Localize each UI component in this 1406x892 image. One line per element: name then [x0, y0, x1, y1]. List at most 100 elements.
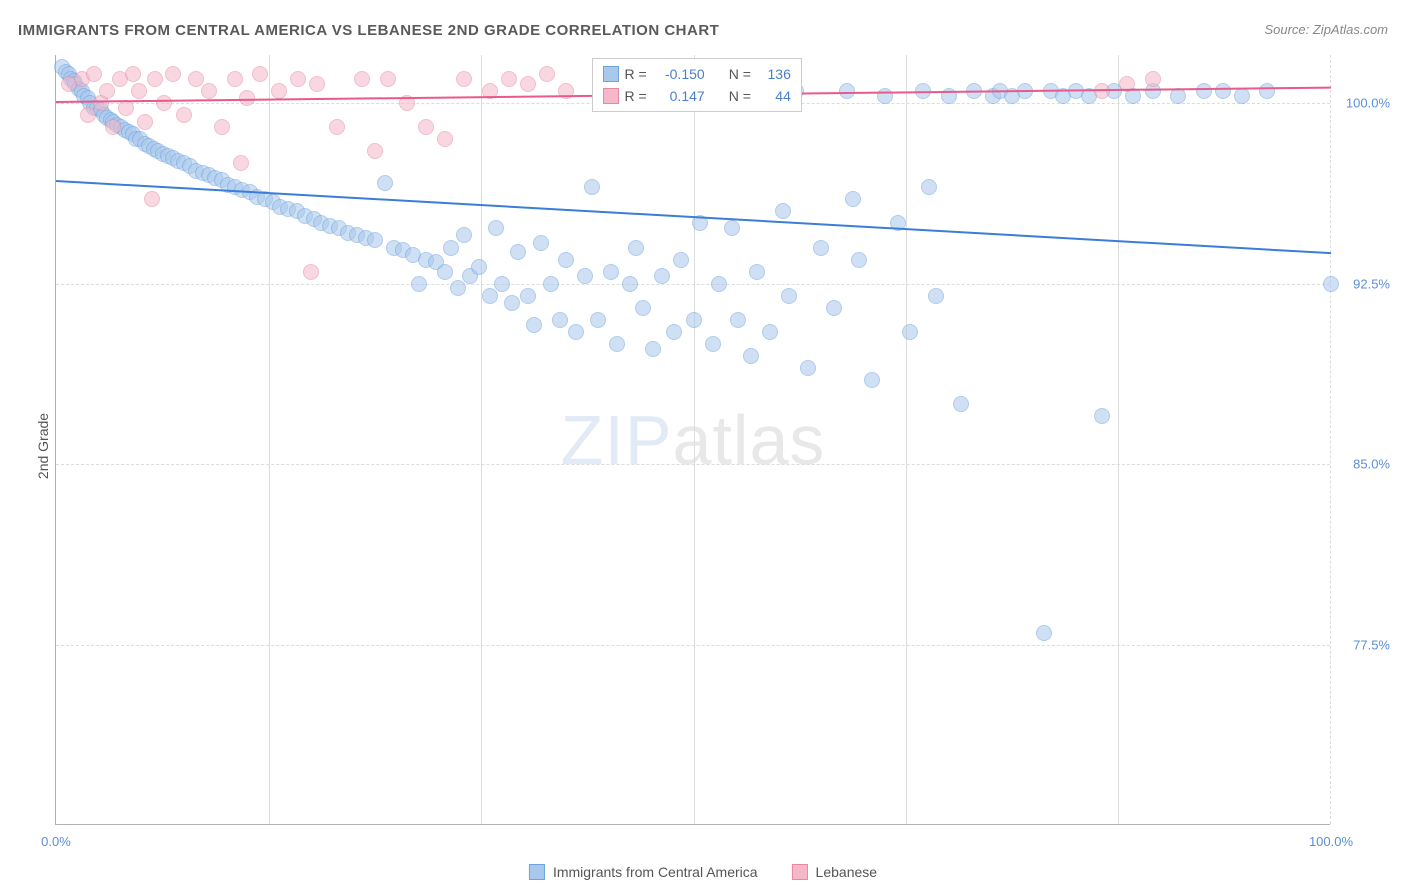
data-point-central_america	[800, 360, 816, 376]
stats-swatch	[603, 66, 619, 82]
data-point-central_america	[877, 88, 893, 104]
data-point-central_america	[450, 280, 466, 296]
watermark-bold: ZIP	[561, 401, 673, 479]
data-point-lebanese	[131, 83, 147, 99]
data-point-lebanese	[176, 107, 192, 123]
data-point-central_america	[749, 264, 765, 280]
data-point-central_america	[510, 244, 526, 260]
data-point-central_america	[711, 276, 727, 292]
x-tick-label: 0.0%	[41, 834, 71, 849]
data-point-central_america	[543, 276, 559, 292]
data-point-central_america	[851, 252, 867, 268]
data-point-central_america	[953, 396, 969, 412]
data-point-lebanese	[271, 83, 287, 99]
data-point-central_america	[826, 300, 842, 316]
legend-label-series2: Lebanese	[816, 864, 878, 880]
data-point-central_america	[813, 240, 829, 256]
data-point-central_america	[504, 295, 520, 311]
y-axis-label: 2nd Grade	[35, 413, 51, 479]
data-point-lebanese	[456, 71, 472, 87]
scatter-plot-area: ZIPatlas 100.0%92.5%85.0%77.5%0.0%100.0%…	[55, 55, 1330, 825]
data-point-lebanese	[539, 66, 555, 82]
data-point-central_america	[1215, 83, 1231, 99]
data-point-central_america	[609, 336, 625, 352]
stats-n-label: N =	[729, 85, 751, 107]
data-point-lebanese	[118, 100, 134, 116]
data-point-lebanese	[501, 71, 517, 87]
gridline-vertical	[906, 55, 907, 824]
data-point-central_america	[482, 288, 498, 304]
data-point-central_america	[628, 240, 644, 256]
correlation-stats-box: R =-0.150N =136R =0.147N =44	[592, 58, 802, 112]
data-point-central_america	[437, 264, 453, 280]
data-point-central_america	[654, 268, 670, 284]
data-point-central_america	[488, 220, 504, 236]
data-point-central_america	[724, 220, 740, 236]
data-point-central_america	[526, 317, 542, 333]
data-point-central_america	[603, 264, 619, 280]
data-point-central_america	[577, 268, 593, 284]
stats-r-label: R =	[625, 63, 647, 85]
stats-n-value: 136	[757, 63, 791, 85]
legend-bottom: Immigrants from Central America Lebanese	[529, 864, 877, 880]
stats-row-central_america: R =-0.150N =136	[603, 63, 791, 85]
y-tick-label: 100.0%	[1346, 96, 1390, 111]
stats-r-label: R =	[625, 85, 647, 107]
plot-right-edge	[1330, 55, 1331, 824]
data-point-lebanese	[188, 71, 204, 87]
gridline-vertical	[1118, 55, 1119, 824]
data-point-lebanese	[437, 131, 453, 147]
stats-n-value: 44	[757, 85, 791, 107]
data-point-lebanese	[165, 66, 181, 82]
data-point-central_america	[471, 259, 487, 275]
data-point-central_america	[377, 175, 393, 191]
data-point-lebanese	[214, 119, 230, 135]
legend-label-series1: Immigrants from Central America	[553, 864, 758, 880]
data-point-central_america	[1259, 83, 1275, 99]
data-point-central_america	[743, 348, 759, 364]
gridline-vertical	[269, 55, 270, 824]
y-tick-label: 92.5%	[1353, 276, 1390, 291]
data-point-central_america	[635, 300, 651, 316]
data-point-central_america	[411, 276, 427, 292]
data-point-lebanese	[354, 71, 370, 87]
legend-swatch-series1	[529, 864, 545, 880]
data-point-central_america	[781, 288, 797, 304]
data-point-central_america	[558, 252, 574, 268]
data-point-central_america	[1196, 83, 1212, 99]
data-point-lebanese	[290, 71, 306, 87]
data-point-central_america	[494, 276, 510, 292]
y-tick-label: 77.5%	[1353, 637, 1390, 652]
data-point-central_america	[902, 324, 918, 340]
data-point-central_america	[590, 312, 606, 328]
data-point-lebanese	[309, 76, 325, 92]
data-point-central_america	[367, 232, 383, 248]
data-point-central_america	[533, 235, 549, 251]
stats-n-label: N =	[729, 63, 751, 85]
watermark-light: atlas	[673, 401, 826, 479]
data-point-central_america	[845, 191, 861, 207]
data-point-lebanese	[201, 83, 217, 99]
x-tick-label: 100.0%	[1309, 834, 1353, 849]
data-point-lebanese	[367, 143, 383, 159]
data-point-lebanese	[99, 83, 115, 99]
data-point-central_america	[622, 276, 638, 292]
data-point-central_america	[645, 341, 661, 357]
legend-swatch-series2	[792, 864, 808, 880]
data-point-lebanese	[1145, 71, 1161, 87]
data-point-lebanese	[144, 191, 160, 207]
stats-swatch	[603, 88, 619, 104]
data-point-lebanese	[147, 71, 163, 87]
data-point-lebanese	[233, 155, 249, 171]
data-point-central_america	[1036, 625, 1052, 641]
data-point-lebanese	[418, 119, 434, 135]
data-point-lebanese	[380, 71, 396, 87]
data-point-lebanese	[156, 95, 172, 111]
data-point-lebanese	[520, 76, 536, 92]
data-point-central_america	[705, 336, 721, 352]
data-point-central_america	[552, 312, 568, 328]
data-point-central_america	[928, 288, 944, 304]
data-point-central_america	[584, 179, 600, 195]
data-point-lebanese	[86, 66, 102, 82]
data-point-lebanese	[227, 71, 243, 87]
